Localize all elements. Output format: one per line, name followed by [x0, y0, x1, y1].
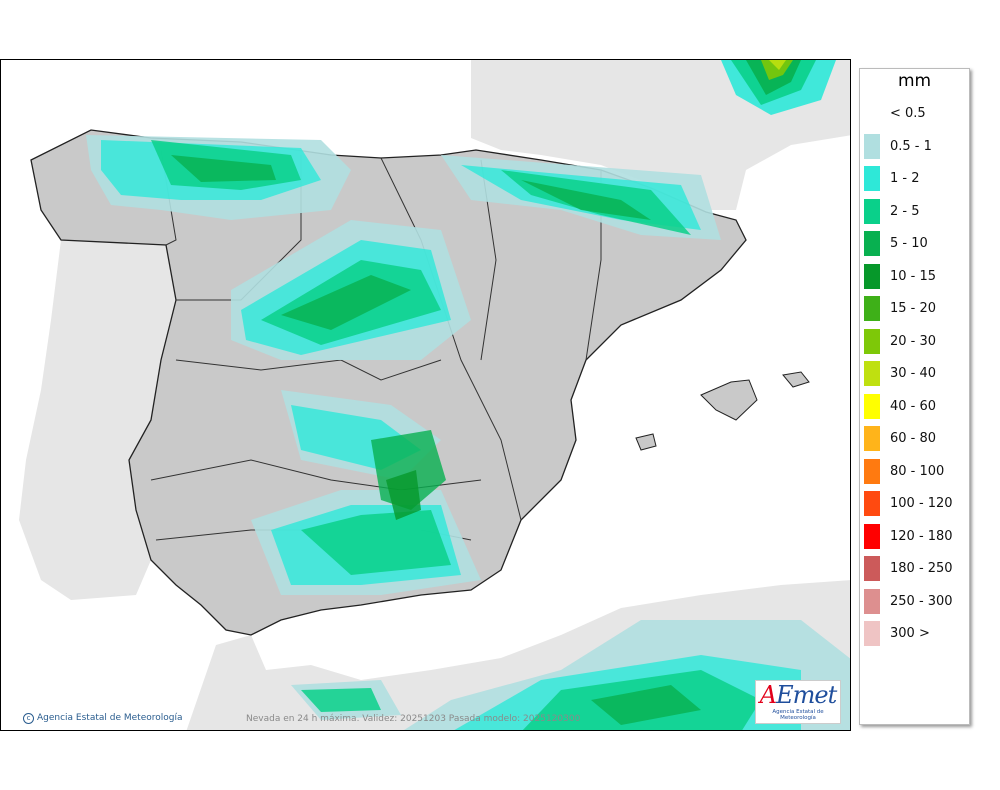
legend-item: 120 - 180: [860, 520, 969, 553]
legend-item: 100 - 120: [860, 487, 969, 520]
credit-text: Agencia Estatal de Meteorología: [37, 713, 183, 723]
map-canvas: [19, 60, 850, 730]
precipitation-legend: mm < 0.5 0.5 - 1 1 - 2 2 - 5 5 - 10 10 - 15 15…: [859, 68, 970, 725]
legend-unit: mm: [897, 71, 932, 91]
legend-label: 30 - 40: [890, 366, 937, 381]
legend-swatch: [864, 263, 880, 289]
legend-label: 120 - 180: [890, 528, 953, 544]
legend-label: 10 - 15: [890, 268, 937, 284]
legend-swatch: [864, 588, 880, 614]
legend-item: 0.5 - 1: [860, 130, 969, 163]
legend-swatch: [864, 296, 880, 321]
legend-label: 5 - 10: [890, 236, 928, 251]
snow-fields: [86, 60, 850, 730]
menorca-land: [782, 371, 810, 388]
legend-swatch: [864, 328, 880, 354]
legend-label: 2 - 5: [890, 203, 920, 219]
agency-credit: c Agencia Estatal de Meteorología: [23, 713, 183, 724]
legend-item: 180 - 250: [860, 552, 969, 585]
legend-label: 300 >: [890, 626, 930, 641]
legend-swatch: [864, 393, 880, 419]
legend-swatch: [864, 621, 880, 646]
legend-swatch: [864, 523, 880, 549]
legend-item: 300 >: [860, 617, 969, 650]
legend-label: 40 - 60: [890, 398, 937, 414]
legend-item: 20 - 30: [860, 325, 969, 358]
legend-item: 10 - 15: [860, 260, 969, 293]
legend-swatch: [864, 198, 880, 224]
ibiza-land: [635, 433, 657, 451]
legend-label: < 0.5: [890, 106, 926, 121]
legend-item: < 0.5: [860, 97, 969, 130]
snowfall-map: c Agencia Estatal de Meteorología Nevada …: [0, 59, 851, 731]
legend-item: 60 - 80: [860, 422, 969, 455]
spain-land: [30, 129, 747, 636]
legend-label: 20 - 30: [890, 333, 937, 349]
legend-swatch: [864, 491, 880, 516]
logo-wordmark: AEmet: [759, 681, 837, 709]
legend-label: 180 - 250: [890, 561, 953, 576]
logo-sublabel: Agencia Estatal de Meteorología: [772, 709, 824, 721]
legend-label: 60 - 80: [890, 431, 937, 446]
legend-item: 5 - 10: [860, 227, 969, 260]
legend-label: 1 - 2: [890, 171, 920, 186]
legend-item: 80 - 100: [860, 455, 969, 488]
legend-swatch: [864, 101, 880, 126]
legend-label: 100 - 120: [890, 496, 953, 511]
legend-swatch: [864, 556, 880, 581]
legend-swatch: [864, 426, 880, 451]
legend-item: 40 - 60: [860, 390, 969, 423]
legend-item: 15 - 20: [860, 292, 969, 325]
mallorca-land: [700, 379, 758, 421]
aemet-logo: AEmet Agencia Estatal de Meteorología: [755, 680, 841, 724]
legend-swatch: [864, 231, 880, 256]
legend-label: 0.5 - 1: [890, 138, 932, 154]
legend-swatch: [864, 458, 880, 484]
legend-label: 250 - 300: [890, 593, 953, 609]
legend-item: 1 - 2: [860, 162, 969, 195]
legend-item: 2 - 5: [860, 195, 969, 228]
copyright-icon: c: [23, 713, 34, 724]
legend-swatch: [864, 133, 880, 159]
legend-rows: < 0.5 0.5 - 1 1 - 2 2 - 5 5 - 10 10 - 15 15 - …: [860, 97, 969, 650]
map-caption: Nevada en 24 h máxima. Validez: 20251203…: [246, 714, 581, 724]
legend-swatch: [864, 361, 880, 386]
legend-label: 15 - 20: [890, 301, 937, 316]
legend-item: 250 - 300: [860, 585, 969, 618]
legend-item: 30 - 40: [860, 357, 969, 390]
legend-label: 80 - 100: [890, 463, 945, 479]
legend-swatch: [864, 166, 880, 191]
portugal-land: [19, 240, 176, 600]
